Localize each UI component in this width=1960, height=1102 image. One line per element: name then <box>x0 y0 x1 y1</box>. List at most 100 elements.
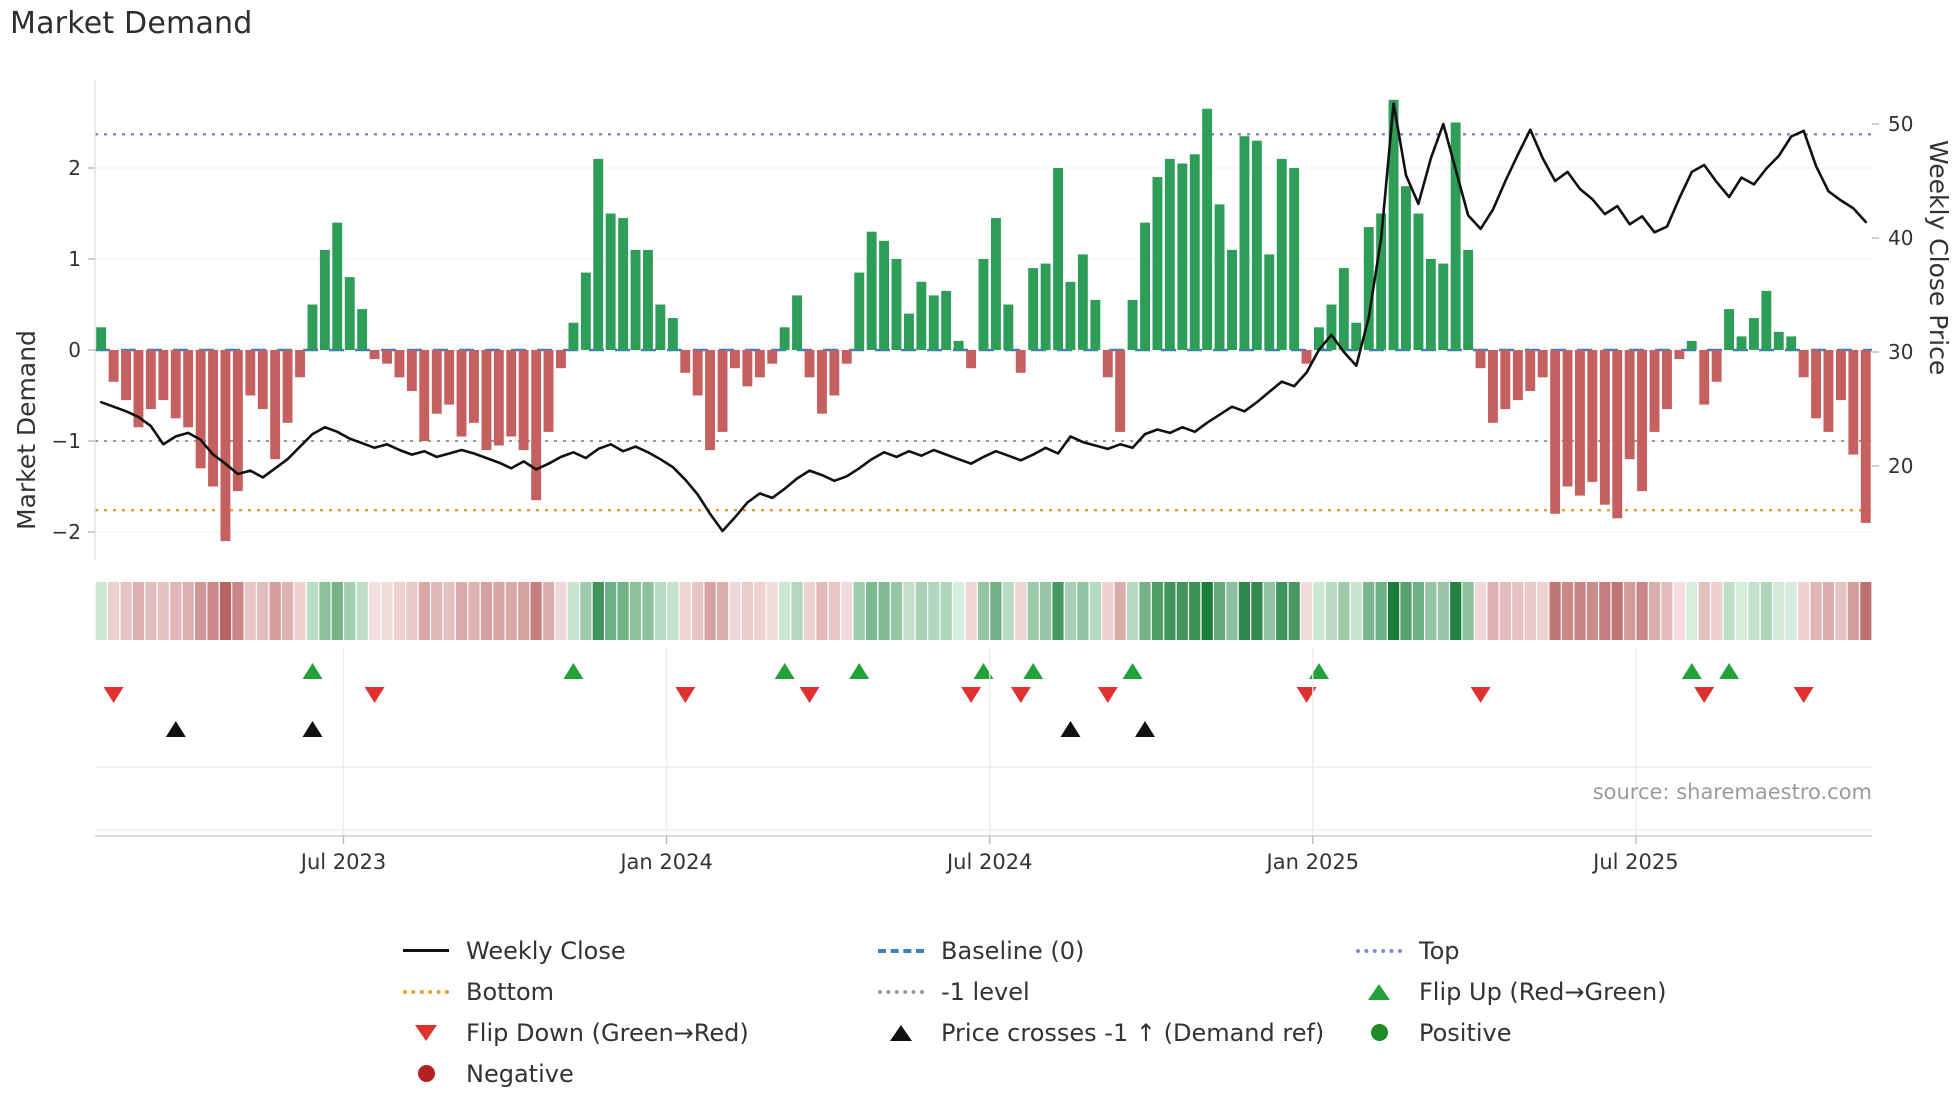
market-demand-chart: 2 1 0 −1 −2 50 40 30 20 Jul 2023 Jan 2024 Jul 2024 J… <box>52 80 1914 874</box>
positive-bar <box>605 213 616 350</box>
heatmap-cell <box>1723 582 1735 640</box>
positive-bar <box>953 340 964 350</box>
heatmap-cell <box>493 582 505 640</box>
heatmap-cell <box>1735 582 1748 640</box>
positive-bar <box>1773 331 1784 350</box>
heatmap-cell <box>1586 582 1598 640</box>
negative-bar <box>1102 350 1113 378</box>
negative-bar <box>270 350 281 460</box>
positive-bar <box>1276 158 1287 350</box>
positive-bar <box>1127 299 1138 350</box>
negative-bar <box>1301 350 1312 364</box>
positive-bar <box>928 295 939 350</box>
positive-bar <box>941 290 952 350</box>
negative-bar <box>170 350 181 419</box>
heatmap-cell <box>1400 582 1412 640</box>
negative-bar <box>1811 350 1821 419</box>
legend-label: Flip Up (Red→Green) <box>1419 977 1667 1006</box>
legend-label: Price crosses -1 ↑ (Demand ref) <box>941 1018 1325 1047</box>
heatmap-cell <box>592 582 604 640</box>
heatmap-cell <box>754 582 766 640</box>
positive-bar <box>879 240 889 350</box>
heatmap-cell <box>95 582 107 640</box>
flip-up-marker-icon <box>1681 663 1702 679</box>
dot-orange-icon <box>398 989 454 994</box>
negative-bar <box>195 350 206 469</box>
heatmap-cell <box>1375 582 1387 640</box>
heatmap-cell <box>393 582 405 640</box>
negative-bar <box>394 350 405 378</box>
negative-bar <box>469 350 479 423</box>
heatmap-cell <box>1760 582 1772 640</box>
heatmap-cell <box>1624 582 1636 640</box>
negative-bar <box>1662 350 1672 410</box>
heatmap-cell <box>692 582 704 640</box>
negative-bar <box>493 350 504 446</box>
negative-bar <box>1599 350 1610 505</box>
heatmap-cell <box>381 582 393 640</box>
positive-bar <box>1363 227 1374 350</box>
heatmap-cell <box>1238 582 1250 640</box>
negative-bar <box>133 350 144 428</box>
heatmap-cell <box>990 582 1002 640</box>
heatmap-cell <box>1027 582 1039 640</box>
flip-down-marker-icon <box>103 687 124 703</box>
negative-bar <box>1699 350 1710 405</box>
heatmap-cell <box>1785 582 1797 640</box>
positive-bar <box>991 218 1001 350</box>
negative-bar <box>1500 350 1511 410</box>
heatmap-cell <box>456 582 468 640</box>
negative-bar <box>1525 350 1536 391</box>
heatmap-cell <box>679 582 691 640</box>
flip-up-marker-icon <box>1122 663 1143 679</box>
negative-bar <box>1562 350 1573 487</box>
heatmap-cell <box>915 582 927 640</box>
legend-label: Baseline (0) <box>941 936 1085 965</box>
negative-bar <box>829 350 840 396</box>
heatmap-cell <box>704 582 716 640</box>
flip-down-marker-icon <box>961 687 982 703</box>
flip-down-marker-icon <box>1097 687 1118 703</box>
legend-item-circle-darkred: Negative <box>398 1057 873 1090</box>
negative-bar <box>1475 350 1486 369</box>
negative-bar <box>145 350 156 410</box>
positive-bar <box>891 259 902 350</box>
heatmap-cell <box>369 582 381 640</box>
heatmap-cell <box>605 582 617 640</box>
heatmap-cell <box>132 582 145 640</box>
positive-bar <box>1189 154 1200 350</box>
positive-bar <box>357 309 368 351</box>
heatmap-cell <box>555 582 567 640</box>
negative-bar <box>456 350 467 437</box>
heatmap-cell <box>1040 582 1052 640</box>
svg-text:Jul 2025: Jul 2025 <box>1591 850 1678 874</box>
heatmap-cell <box>1810 582 1822 640</box>
negative-bar <box>431 350 442 414</box>
dot-purple-icon <box>1351 948 1407 953</box>
negative-bar <box>767 350 778 364</box>
flip-down-marker-icon <box>1296 687 1317 703</box>
heatmap-cell <box>269 582 281 640</box>
heatmap-cell <box>617 582 629 640</box>
heatmap-cell <box>518 582 530 640</box>
heatmap-cell <box>1462 582 1474 640</box>
positive-bar <box>1314 327 1324 351</box>
heatmap-cell <box>331 582 343 640</box>
negative-bar <box>1537 350 1548 378</box>
heatmap-cell <box>1474 582 1487 640</box>
positive-bar <box>1786 336 1797 351</box>
flip-down-marker-icon <box>1694 687 1715 703</box>
positive-bar <box>667 318 678 350</box>
axis-ticks: 2 1 0 −1 −2 50 40 30 20 Jul 2023 Jan 2024 Jul 2024 J… <box>52 112 1914 874</box>
negative-bar <box>245 350 256 396</box>
heatmap-cell <box>282 582 294 640</box>
svg-text:Jan 2025: Jan 2025 <box>1265 850 1360 874</box>
positive-bar <box>1251 140 1262 350</box>
negative-bar <box>1798 350 1809 378</box>
tri-up-black-icon <box>873 1024 929 1041</box>
heatmap-cell <box>1450 582 1462 640</box>
heatmap-cell <box>1276 582 1288 640</box>
heatmap-cell <box>1499 582 1511 640</box>
heatmap-cell <box>530 582 542 640</box>
heatmap-cell <box>232 582 244 640</box>
